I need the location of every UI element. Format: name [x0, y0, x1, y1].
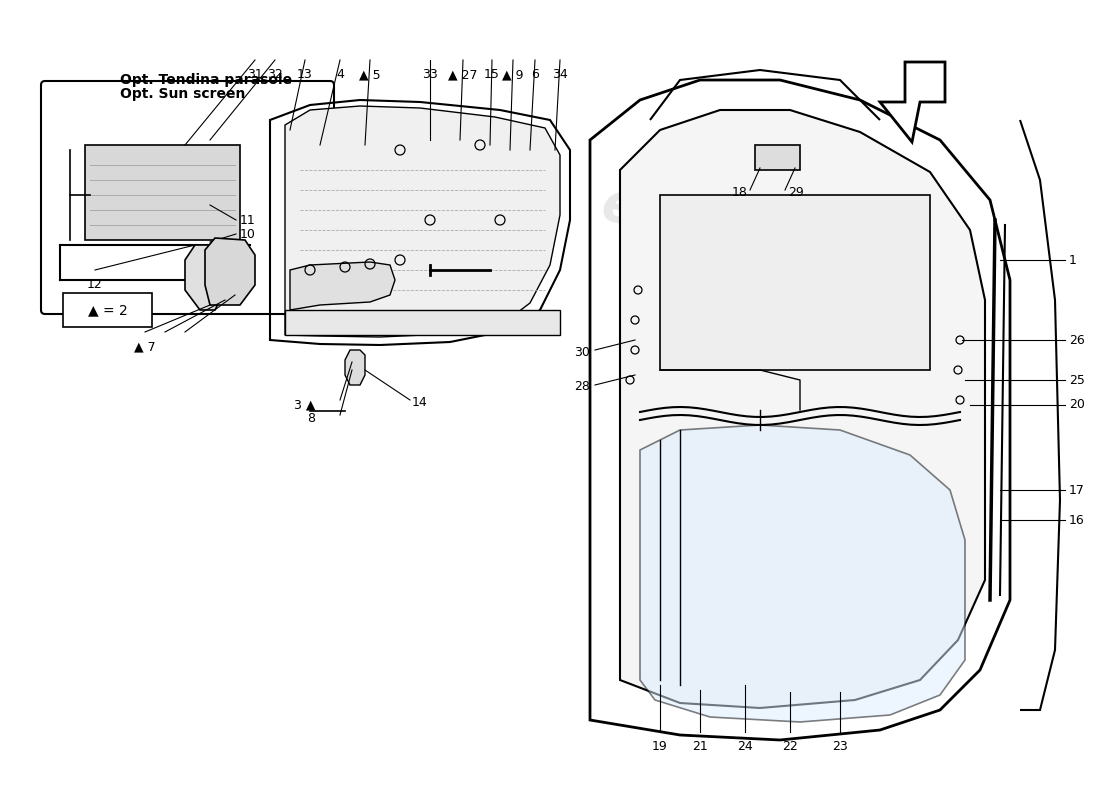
Polygon shape [640, 425, 965, 722]
Bar [755, 145, 800, 170]
Text: 6: 6 [531, 68, 539, 81]
Text: 12: 12 [87, 278, 103, 291]
Text: ▲ 9: ▲ 9 [503, 68, 524, 81]
Text: 32: 32 [267, 68, 283, 81]
Text: Opt. Tendina parasole: Opt. Tendina parasole [120, 73, 293, 87]
Text: 22: 22 [782, 740, 797, 753]
Text: 13: 13 [297, 68, 312, 81]
Text: 8: 8 [307, 411, 315, 425]
Text: ▲ 5: ▲ 5 [360, 68, 381, 81]
Text: 31: 31 [248, 68, 263, 81]
Text: 18: 18 [733, 186, 748, 198]
Polygon shape [285, 310, 560, 335]
Bar [85, 145, 240, 240]
Polygon shape [285, 106, 560, 337]
Polygon shape [290, 262, 395, 310]
Text: 26: 26 [1069, 334, 1085, 346]
Text: 33: 33 [422, 68, 438, 81]
Text: 11: 11 [240, 214, 255, 226]
Text: europares: europares [597, 178, 903, 282]
Text: 4: 4 [337, 68, 344, 81]
Text: ▲ = 2: ▲ = 2 [88, 303, 128, 317]
Polygon shape [345, 350, 365, 385]
Text: 20: 20 [1069, 398, 1085, 411]
Text: 1: 1 [1069, 254, 1077, 266]
Text: ▲ 7: ▲ 7 [134, 340, 156, 353]
Text: 23: 23 [832, 740, 848, 753]
Text: 28: 28 [574, 381, 590, 394]
Text: 15: 15 [484, 68, 499, 81]
Text: 21: 21 [692, 740, 708, 753]
Polygon shape [185, 245, 226, 310]
Text: europares: europares [236, 168, 543, 272]
FancyBboxPatch shape [63, 293, 152, 327]
Polygon shape [620, 110, 984, 708]
Text: 34: 34 [552, 68, 568, 81]
Text: 17: 17 [1069, 483, 1085, 497]
Text: 14: 14 [412, 395, 428, 409]
Polygon shape [880, 62, 945, 142]
Text: 16: 16 [1069, 514, 1085, 526]
Text: 19: 19 [652, 740, 668, 753]
Text: 10: 10 [240, 227, 256, 241]
Text: 29: 29 [788, 186, 804, 198]
Text: 25: 25 [1069, 374, 1085, 386]
Text: 24: 24 [737, 740, 752, 753]
Bar [660, 195, 930, 370]
Text: 30: 30 [574, 346, 590, 358]
Polygon shape [205, 238, 255, 305]
FancyBboxPatch shape [41, 81, 334, 314]
Text: 3 ▲: 3 ▲ [294, 398, 315, 411]
Text: Opt. Sun screen: Opt. Sun screen [120, 87, 245, 101]
Text: ▲ 27: ▲ 27 [449, 68, 477, 81]
